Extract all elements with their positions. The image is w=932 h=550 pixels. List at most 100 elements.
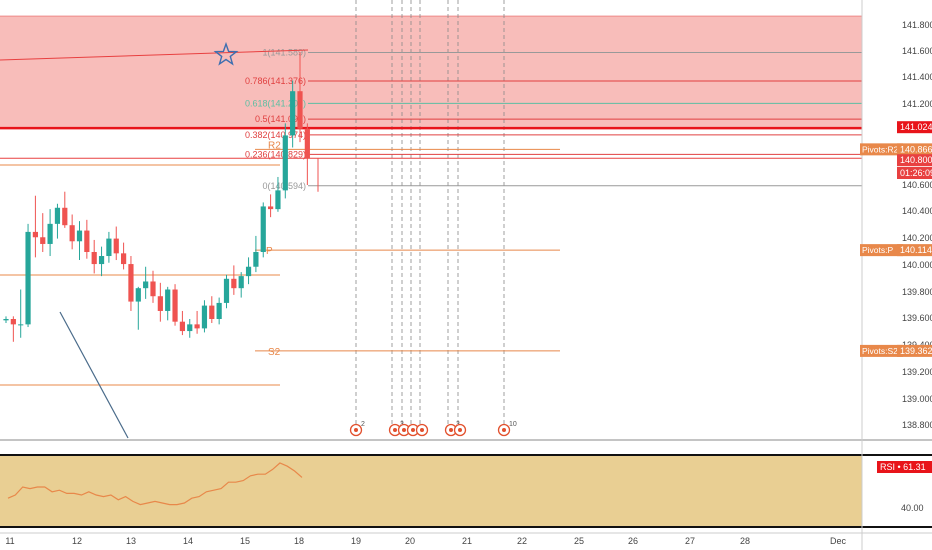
candle-body[interactable]	[194, 324, 200, 329]
tag-countdown[interactable]: 01:26:09	[897, 167, 932, 179]
trend-line-blue[interactable]	[59, 311, 129, 439]
candle[interactable]	[3, 316, 9, 324]
candle[interactable]	[76, 221, 83, 261]
tag-pivot-r2[interactable]: Pivots:R2 140.866	[860, 143, 932, 156]
candle-body[interactable]	[54, 207, 61, 224]
tag-pivot-s2[interactable]: Pivots:S2 139.362	[860, 344, 932, 357]
tag-current-price[interactable]: 140.800	[897, 154, 932, 167]
resistance-zone-fill[interactable]	[0, 16, 862, 128]
candle-body[interactable]	[106, 238, 112, 257]
tag-141024[interactable]: 141.024	[897, 121, 932, 134]
candle[interactable]	[245, 257, 252, 285]
candle[interactable]	[304, 123, 310, 185]
price-axis[interactable]: 141.800 141.600 141.400 141.200 140.600 140.4…	[860, 0, 932, 550]
star-icon[interactable]	[213, 41, 239, 66]
trend-line-red[interactable]	[0, 49, 309, 61]
candle[interactable]	[47, 209, 53, 257]
candle-body[interactable]	[47, 223, 53, 244]
event-marker[interactable]	[397, 423, 411, 437]
candle-body[interactable]	[84, 230, 90, 252]
candle[interactable]	[69, 214, 75, 250]
candle[interactable]	[25, 223, 31, 328]
candle-body[interactable]	[201, 305, 208, 329]
candle-body[interactable]	[3, 319, 9, 321]
candle-body[interactable]	[76, 230, 83, 242]
candle-body[interactable]	[165, 289, 171, 311]
rsi-pane[interactable]: RSI • 61.31 40.00	[0, 439, 932, 528]
candle[interactable]	[260, 202, 266, 258]
candle[interactable]	[40, 213, 46, 252]
candle-body[interactable]	[10, 319, 16, 325]
fibonacci-retracement[interactable]: 1(141.589) 0.786(141.376) 0.618(141.209) 0.…	[245, 47, 862, 191]
candle-body[interactable]	[231, 278, 237, 289]
candle-body[interactable]	[25, 231, 31, 325]
candle-body[interactable]	[282, 135, 288, 191]
candle-body[interactable]	[297, 91, 303, 129]
candle-body[interactable]	[172, 289, 178, 322]
candle-body[interactable]	[238, 276, 244, 289]
candle-body[interactable]	[40, 237, 46, 244]
candle-body[interactable]	[187, 324, 193, 332]
candle-body[interactable]	[290, 91, 296, 136]
candle-body[interactable]	[179, 321, 185, 332]
candle[interactable]	[62, 191, 68, 228]
candle-body[interactable]	[113, 238, 119, 254]
candle[interactable]	[18, 289, 24, 338]
candle[interactable]	[91, 239, 97, 274]
candle-body[interactable]	[91, 252, 97, 265]
candle-body[interactable]	[32, 231, 38, 238]
candle-body[interactable]	[128, 264, 134, 302]
candle-body[interactable]	[69, 225, 75, 242]
candle[interactable]	[32, 195, 38, 258]
event-markers[interactable]: 23310	[349, 421, 517, 437]
event-marker[interactable]	[406, 423, 420, 437]
candle-body[interactable]	[209, 305, 215, 319]
candle[interactable]	[216, 297, 222, 325]
candle-body[interactable]	[268, 206, 274, 210]
rsi-value-tag[interactable]	[877, 461, 932, 473]
event-marker[interactable]	[453, 423, 467, 437]
candle-body[interactable]	[304, 128, 310, 159]
time-axis[interactable]: 11 12 13 14 15 18 19 20 21 22 25 26 27 28 Dec	[0, 532, 932, 546]
candle-body[interactable]	[18, 324, 24, 326]
candle[interactable]	[187, 319, 193, 338]
candle[interactable]	[150, 270, 156, 303]
tag-pivot-p[interactable]: Pivots:P 140.114	[860, 244, 932, 257]
drawing-tools[interactable]	[0, 41, 309, 439]
candle[interactable]	[290, 80, 296, 148]
candle[interactable]	[268, 194, 274, 218]
candle[interactable]	[128, 256, 134, 311]
candle-body[interactable]	[62, 207, 68, 226]
candle[interactable]	[209, 296, 215, 324]
candle[interactable]	[143, 266, 149, 299]
candle[interactable]	[297, 52, 303, 143]
candle[interactable]	[165, 286, 171, 321]
event-marker[interactable]	[415, 423, 429, 437]
candle[interactable]	[10, 316, 16, 342]
candle[interactable]	[275, 176, 281, 212]
candle[interactable]	[223, 274, 230, 309]
candle[interactable]	[231, 265, 237, 295]
candle-body[interactable]	[157, 296, 163, 311]
candle-body[interactable]	[135, 288, 141, 302]
candle-body[interactable]	[98, 256, 105, 265]
candle[interactable]	[98, 246, 105, 277]
candle[interactable]	[54, 203, 61, 239]
candle-body[interactable]	[245, 266, 252, 277]
candle-body[interactable]	[260, 206, 266, 252]
candle-body[interactable]	[150, 281, 156, 297]
candle[interactable]	[172, 284, 178, 326]
candle[interactable]	[106, 231, 112, 263]
event-marker[interactable]: 2	[349, 421, 366, 437]
candle[interactable]	[157, 282, 163, 322]
candle[interactable]	[194, 310, 200, 334]
candle[interactable]	[238, 272, 244, 298]
candle-body[interactable]	[216, 302, 222, 319]
rsi-line[interactable]	[7, 462, 303, 506]
candle[interactable]	[135, 286, 141, 330]
candle[interactable]	[113, 226, 119, 261]
candle[interactable]	[253, 235, 259, 273]
candle-body[interactable]	[253, 252, 259, 267]
event-marker[interactable]: 10	[497, 421, 517, 437]
